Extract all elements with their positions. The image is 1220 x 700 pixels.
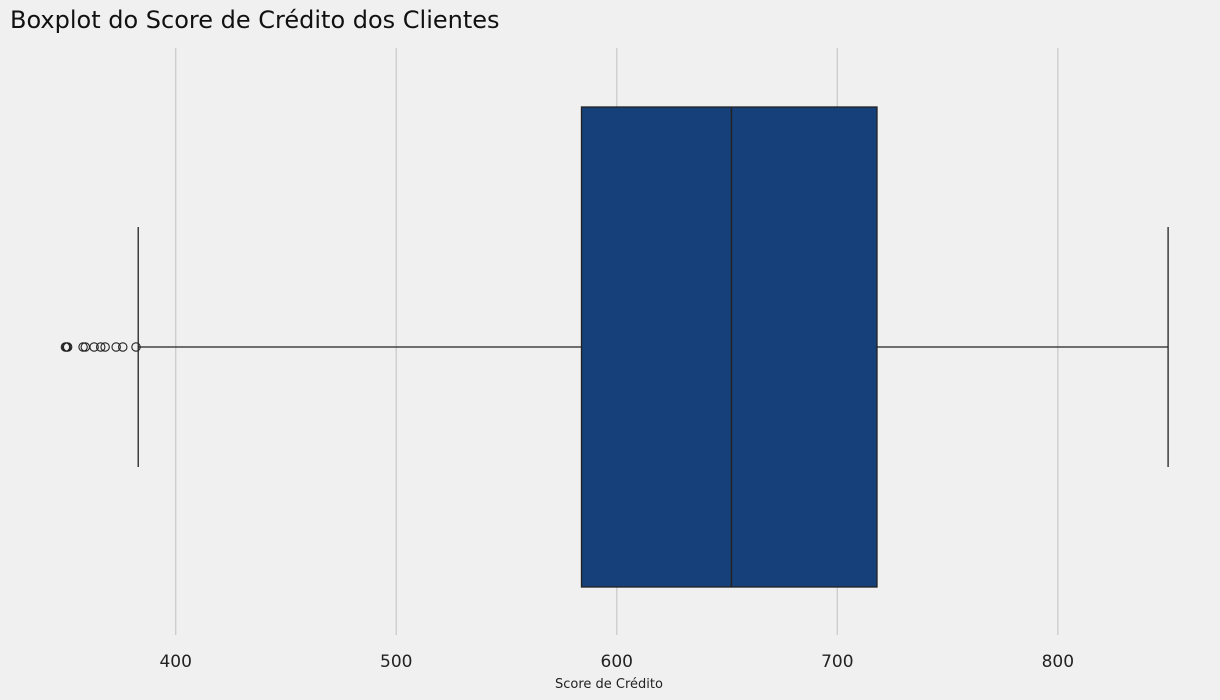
x-tick-labels: 400 500 600 700 800 [159,652,1074,672]
x-tick-label-500: 500 [380,652,412,672]
x-tick-label-700: 700 [821,652,853,672]
x-tick-label-600: 600 [601,652,633,672]
x-axis-label: Score de Crédito [555,677,663,692]
outlier-point-10 [131,342,141,352]
outlier-point-6 [95,342,106,352]
box-group [580,106,878,588]
whiskers [137,227,1169,467]
outlier-point-7 [100,342,110,352]
x-tick-label-400: 400 [159,652,191,672]
x-tick-label-800: 800 [1042,652,1074,672]
outlier-points [60,342,141,352]
outlier-point-8 [111,342,121,352]
iqr-box [580,106,878,588]
chart-title: Boxplot do Score de Crédito dos Clientes [10,6,500,34]
outlier-point-9 [118,342,128,352]
outlier-point-2 [62,342,73,352]
outlier-point-5 [89,342,99,352]
